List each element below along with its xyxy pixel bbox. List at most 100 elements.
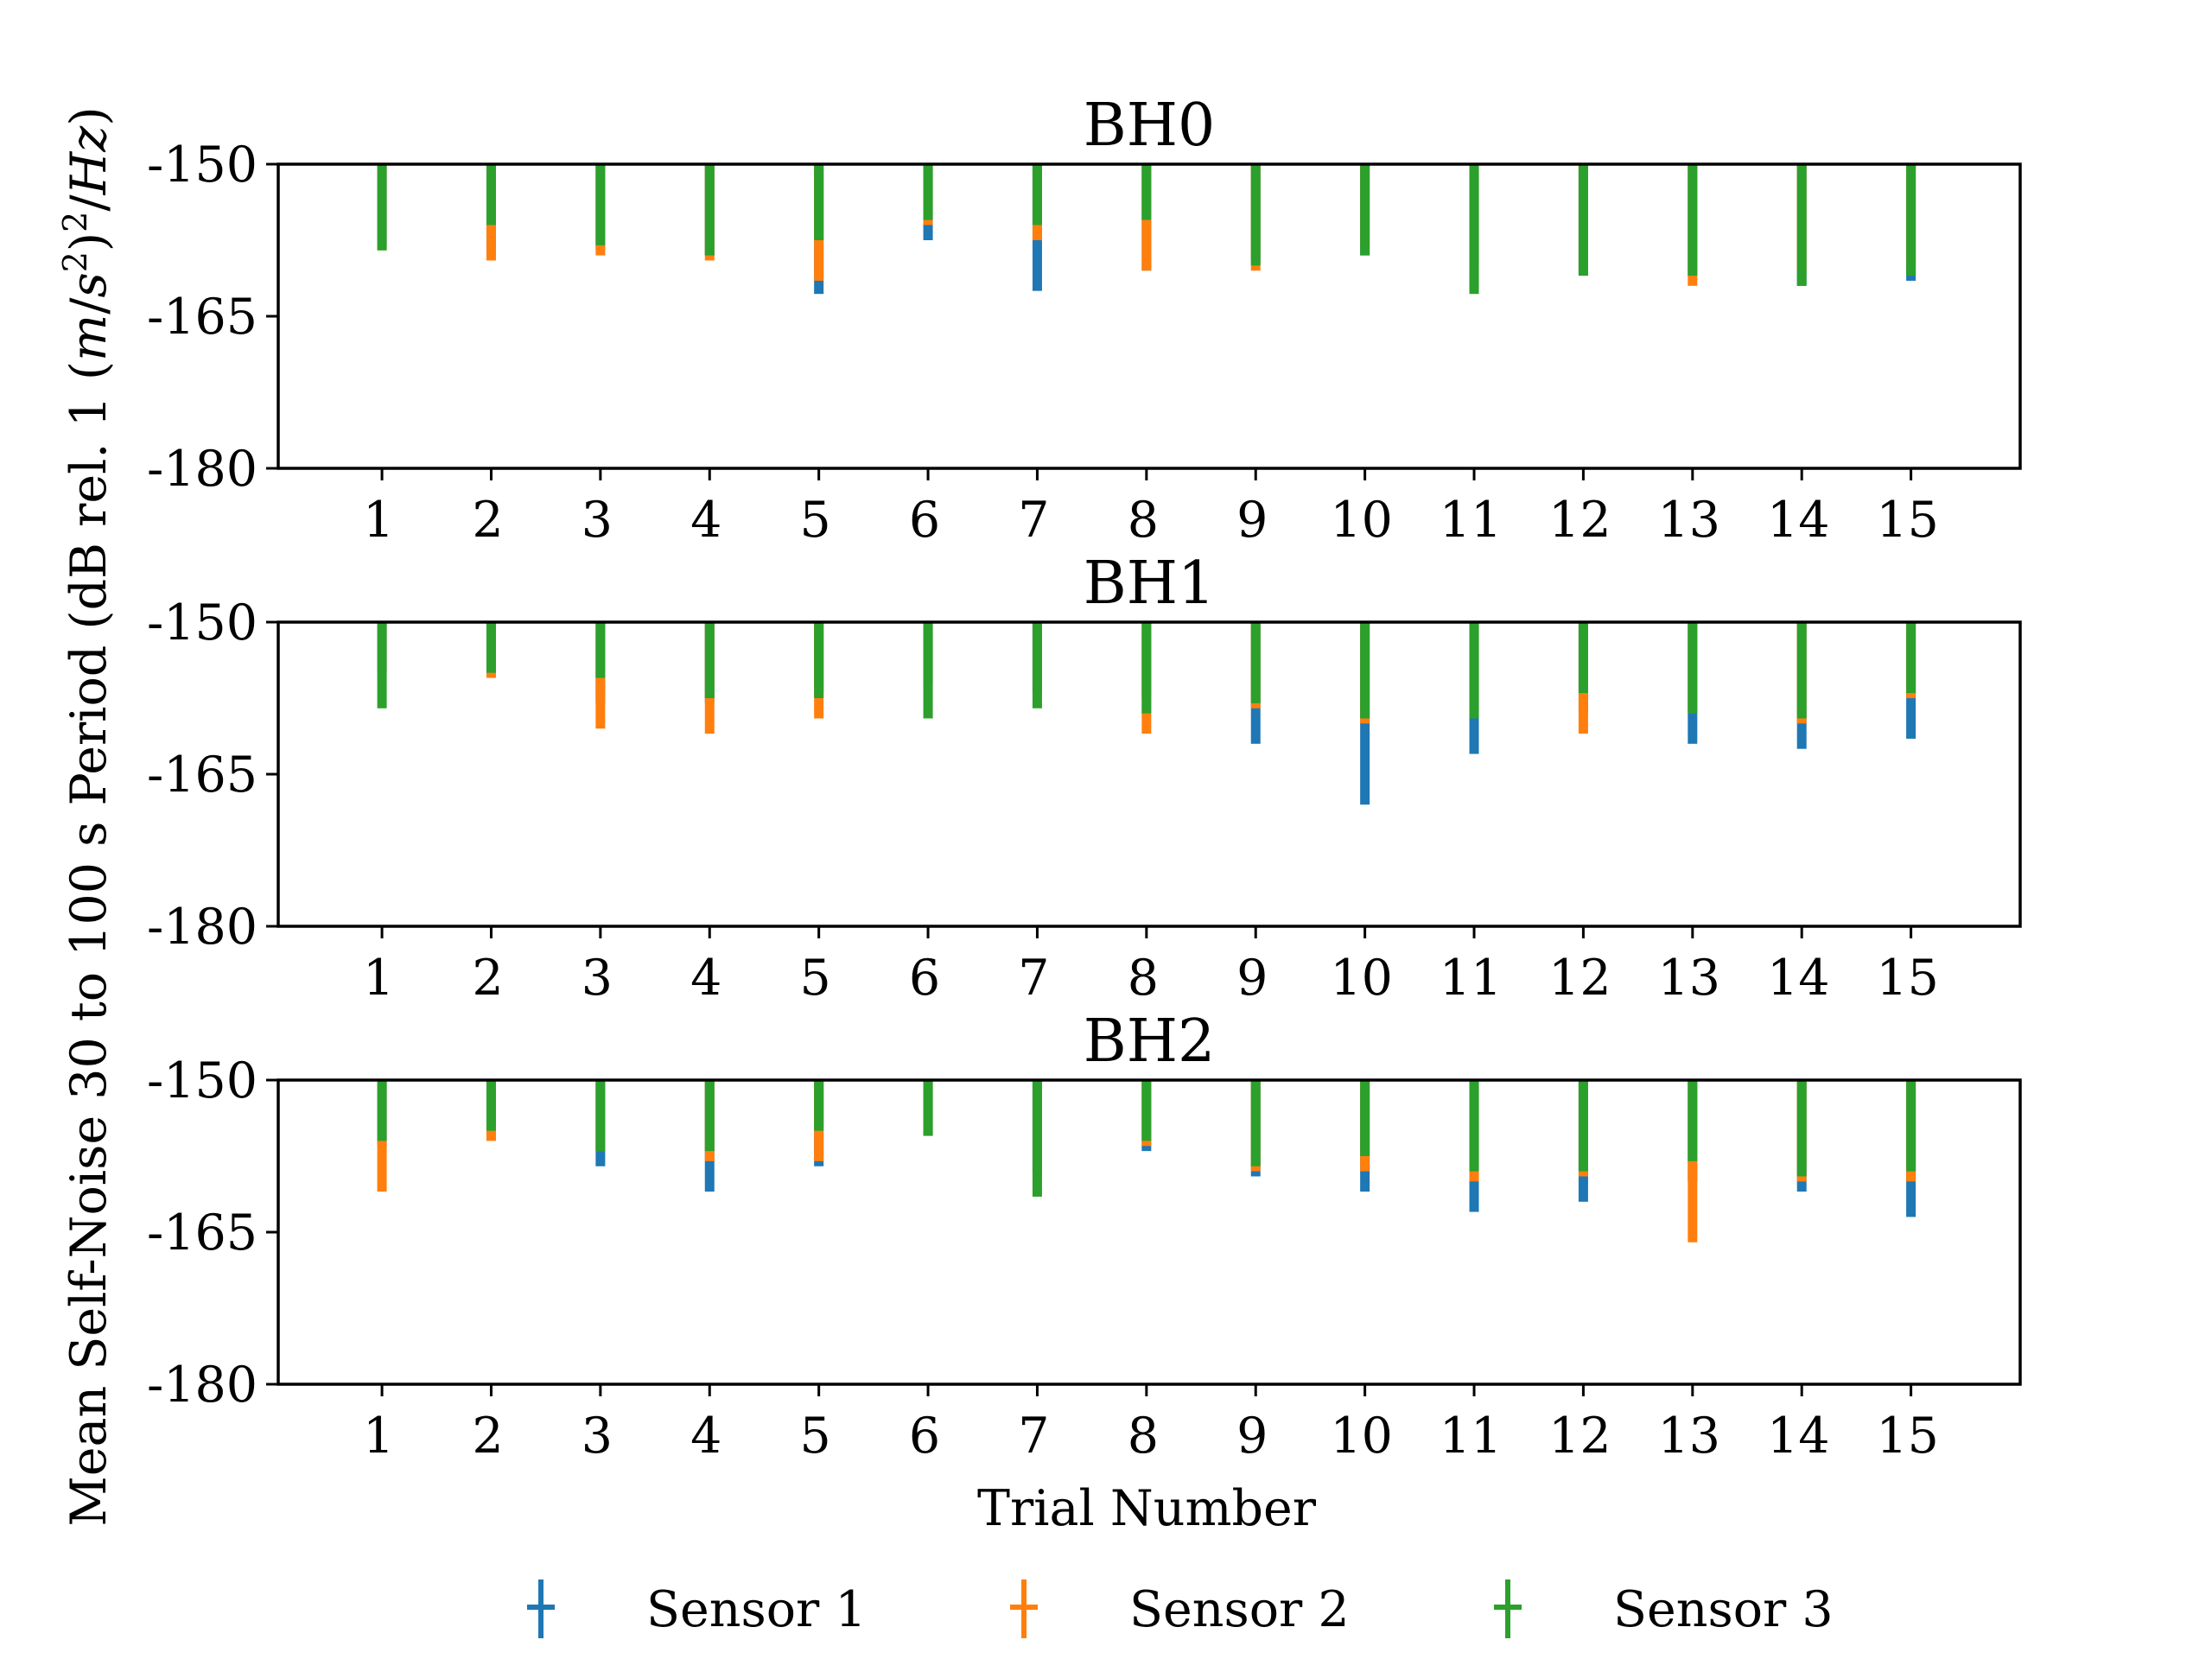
bar-sensor-3-trial-4: [704, 1080, 715, 1152]
bar-sensor-3-trial-11: [1469, 1080, 1479, 1172]
bar-sensor-3-trial-4: [704, 164, 715, 256]
x-tick-label: 14: [1767, 492, 1830, 549]
legend: Sensor 1 Sensor 2 Sensor 3: [527, 1580, 1834, 1638]
bar-sensor-3-trial-14: [1796, 622, 1807, 719]
x-tick-label: 12: [1548, 492, 1611, 549]
x-tick-label: 1: [363, 1408, 394, 1465]
bar-sensor-3-trial-15: [1906, 164, 1916, 276]
bar-sensor-3-trial-2: [486, 164, 496, 226]
x-tick-label: 7: [1018, 1408, 1049, 1465]
bar-sensor-3-trial-2: [486, 1080, 496, 1131]
bar-sensor-3-trial-8: [1141, 1080, 1152, 1141]
bar-sensor-3-trial-10: [1360, 1080, 1370, 1156]
y-axis-title-end-paren: ): [60, 106, 118, 125]
bar-sensor-3-trial-9: [1250, 164, 1261, 266]
y-axis-title-open-paren: (: [60, 361, 118, 380]
bar-sensor-3-trial-3: [595, 622, 606, 678]
y-tick-label: -150: [147, 1052, 257, 1109]
bar-sensor-3-trial-7: [1032, 622, 1042, 709]
bar-sensor-3-trial-6: [923, 1080, 933, 1136]
bar-sensor-3-trial-9: [1250, 1080, 1261, 1166]
y-axis-title-close-paren: ): [60, 232, 118, 251]
bar-sensor-3-trial-12: [1578, 1080, 1588, 1172]
x-tick-label: 4: [690, 1408, 721, 1465]
x-tick-label: 13: [1658, 950, 1721, 1007]
bar-sensor-3-trial-5: [814, 622, 824, 698]
bar-sensor-3-trial-15: [1906, 1080, 1916, 1172]
bar-sensor-3-trial-13: [1688, 164, 1698, 276]
x-tick-label: 6: [909, 492, 940, 549]
legend-item-sensor-1: Sensor 1: [527, 1580, 867, 1638]
bar-sensor-3-trial-2: [486, 622, 496, 673]
x-tick-label: 2: [472, 950, 503, 1007]
x-tick-label: 10: [1330, 950, 1393, 1007]
x-tick-label: 12: [1548, 950, 1611, 1007]
bar-sensor-3-trial-6: [923, 164, 933, 220]
x-tick-label: 9: [1236, 950, 1268, 1007]
bar-sensor-3-trial-10: [1360, 622, 1370, 719]
bar-sensor-3-trial-3: [595, 164, 606, 245]
y-tick-label: -180: [147, 899, 257, 956]
y-axis-title-superscript: 2: [56, 251, 94, 272]
x-tick-label: 2: [472, 1408, 503, 1465]
bar-sensor-3-trial-1: [377, 164, 387, 251]
y-axis-title-superscript-outer: 2: [56, 212, 94, 232]
x-tick-label: 3: [582, 950, 613, 1007]
legend-label: Sensor 2: [1129, 1581, 1350, 1638]
bar-sensor-3-trial-11: [1469, 164, 1479, 295]
panel-title: BH2: [1084, 1007, 1216, 1076]
y-axis-title-s: s: [60, 272, 118, 297]
legend-label: Sensor 1: [646, 1581, 867, 1638]
x-tick-label: 3: [582, 1408, 613, 1465]
x-tick-label: 3: [582, 492, 613, 549]
legend-item-sensor-3: Sensor 3: [1494, 1580, 1834, 1638]
y-axis-title-hz: Hz: [60, 125, 118, 196]
x-tick-label: 11: [1440, 492, 1503, 549]
bar-sensor-3-trial-14: [1796, 1080, 1807, 1177]
x-tick-label: 1: [363, 492, 394, 549]
x-tick-label: 6: [909, 1408, 940, 1465]
x-axis-title: Trial Number: [977, 1480, 1317, 1537]
bar-sensor-3-trial-9: [1250, 622, 1261, 703]
bar-sensor-3-trial-12: [1578, 622, 1588, 694]
y-tick-label: -165: [147, 1205, 257, 1262]
x-tick-label: 13: [1658, 1408, 1721, 1465]
x-tick-label: 12: [1548, 1408, 1611, 1465]
bar-sensor-3-trial-7: [1032, 164, 1042, 226]
bar-sensor-3-trial-10: [1360, 164, 1370, 256]
legend-label: Sensor 3: [1613, 1581, 1834, 1638]
x-tick-label: 4: [690, 492, 721, 549]
x-tick-label: 8: [1128, 950, 1159, 1007]
x-tick-label: 13: [1658, 492, 1721, 549]
x-tick-label: 8: [1128, 492, 1159, 549]
y-tick-label: -165: [147, 289, 257, 346]
x-tick-label: 15: [1876, 950, 1939, 1007]
y-tick-label: -180: [147, 441, 257, 498]
x-tick-label: 7: [1018, 492, 1049, 549]
bar-sensor-3-trial-7: [1032, 1080, 1042, 1197]
x-tick-label: 4: [690, 950, 721, 1007]
bar-sensor-3-trial-11: [1469, 622, 1479, 719]
x-tick-label: 10: [1330, 492, 1393, 549]
legend-item-sensor-2: Sensor 2: [1010, 1580, 1350, 1638]
bar-sensor-3-trial-14: [1796, 164, 1807, 286]
y-axis-title-text: Mean Self-Noise 30 to 100 s Period (dB r…: [60, 380, 118, 1527]
y-axis-title-m: m: [60, 315, 118, 361]
bar-sensor-3-trial-12: [1578, 164, 1588, 276]
y-tick-label: -150: [147, 594, 257, 652]
x-tick-label: 10: [1330, 1408, 1393, 1465]
bar-sensor-3-trial-3: [595, 1080, 606, 1152]
x-tick-label: 2: [472, 492, 503, 549]
x-tick-label: 9: [1236, 492, 1268, 549]
x-tick-label: 1: [363, 950, 394, 1007]
x-tick-label: 6: [909, 950, 940, 1007]
panel-title: BH1: [1084, 550, 1216, 618]
bar-sensor-3-trial-5: [814, 1080, 824, 1131]
bar-sensor-3-trial-1: [377, 622, 387, 709]
bar-sensor-3-trial-4: [704, 622, 715, 698]
y-tick-label: -165: [147, 747, 257, 804]
x-tick-label: 7: [1018, 950, 1049, 1007]
